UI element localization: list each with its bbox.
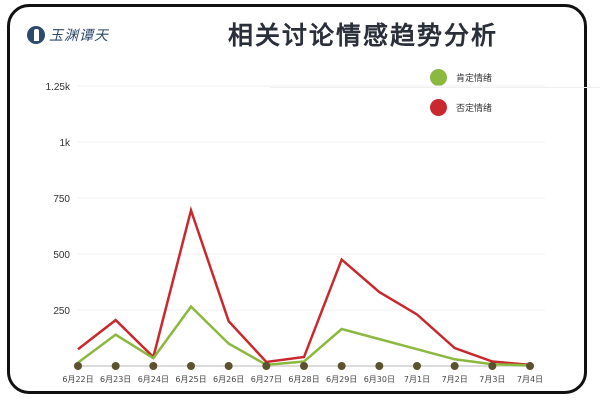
logo: 玉渊谭天	[27, 25, 109, 45]
legend-dot-icon	[430, 68, 447, 86]
legend: 肯定情绪 否定情绪	[270, 62, 600, 122]
x-tick-label: 6月26日	[213, 375, 244, 384]
x-tick-label: 6月25日	[175, 375, 206, 384]
x-point-marker[interactable]	[149, 362, 158, 370]
x-tick-label: 6月27日	[251, 375, 282, 384]
y-tick-label: 1k	[59, 138, 71, 149]
legend-dot-icon	[430, 98, 447, 116]
x-point-marker[interactable]	[300, 362, 308, 370]
x-tick-label: 6月23日	[100, 375, 131, 384]
x-tick-label: 6月28日	[288, 375, 319, 384]
x-point-marker[interactable]	[111, 362, 120, 370]
x-tick-label: 7月3日	[479, 375, 505, 384]
legend-item-negative[interactable]: 否定情绪	[430, 92, 492, 122]
x-tick-label: 6月22日	[62, 375, 93, 384]
x-tick-label: 6月30日	[364, 375, 395, 384]
x-tick-label: 7月2日	[442, 375, 468, 384]
legend-divider	[270, 87, 600, 88]
chart-title: 相关讨论情感趋势分析	[228, 21, 499, 50]
x-point-marker[interactable]	[224, 362, 233, 370]
x-point-marker[interactable]	[74, 362, 82, 370]
x-point-marker[interactable]	[450, 362, 459, 370]
x-axis: 6月22日 6月23日 6月24日 6月25日 6月26日 6月27日 6月28日 6月29日…	[62, 362, 543, 384]
x-point-marker[interactable]	[526, 362, 534, 370]
logo-icon	[27, 26, 45, 44]
x-tick-label: 6月24日	[138, 375, 169, 384]
legend-item-positive[interactable]: 肯定情绪	[430, 62, 492, 92]
series-line[interactable]	[77, 304, 531, 367]
x-tick-label: 7月4日	[517, 375, 543, 384]
y-tick-label: 500	[53, 250, 70, 261]
x-point-marker[interactable]	[337, 362, 346, 370]
x-point-marker[interactable]	[375, 362, 384, 370]
series-line[interactable]	[77, 205, 531, 367]
x-point-marker[interactable]	[187, 362, 195, 370]
logo-text: 玉渊谭天	[49, 28, 109, 44]
y-axis: 250 500 750 1k 1.25k	[46, 82, 71, 317]
y-tick-label: 1.25k	[46, 82, 71, 93]
x-tick-label: 7月1日	[404, 375, 430, 384]
series-lines	[77, 205, 531, 367]
y-tick-label: 750	[53, 194, 70, 205]
x-point-marker[interactable]	[488, 362, 497, 370]
gridlines	[78, 85, 545, 311]
y-tick-label: 250	[53, 306, 70, 317]
x-point-marker[interactable]	[413, 362, 421, 370]
legend-label: 肯定情绪	[456, 73, 493, 84]
x-point-marker[interactable]	[262, 362, 271, 370]
legend-label: 否定情绪	[456, 103, 493, 114]
x-tick-label: 6月29日	[326, 375, 357, 384]
